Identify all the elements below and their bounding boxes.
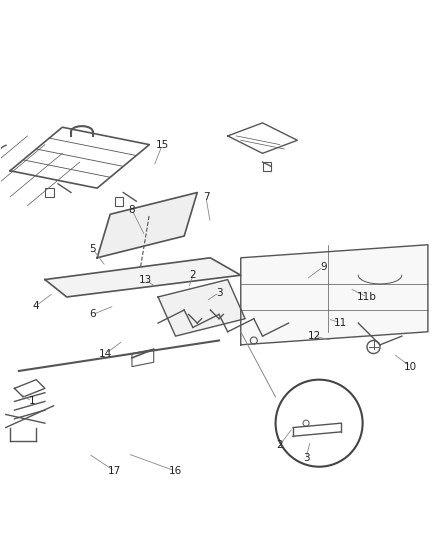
Text: 5: 5	[89, 244, 96, 254]
Polygon shape	[45, 258, 241, 297]
Text: 8: 8	[129, 205, 135, 215]
Text: 4: 4	[33, 301, 39, 311]
Text: 6: 6	[89, 309, 96, 319]
Text: 12: 12	[308, 331, 321, 341]
Text: 1: 1	[28, 397, 35, 407]
Text: 13: 13	[138, 274, 152, 285]
Text: 15: 15	[156, 140, 169, 150]
Text: 7: 7	[203, 192, 209, 202]
Polygon shape	[241, 245, 428, 345]
Polygon shape	[97, 192, 197, 258]
Text: 3: 3	[215, 288, 223, 297]
Text: 2: 2	[190, 270, 196, 280]
Text: 16: 16	[169, 466, 182, 476]
Text: 14: 14	[99, 349, 113, 359]
Text: 2: 2	[277, 440, 283, 450]
Polygon shape	[158, 279, 245, 336]
Text: 10: 10	[404, 361, 417, 372]
Text: 3: 3	[303, 453, 309, 463]
Text: 17: 17	[108, 466, 121, 476]
Text: 9: 9	[320, 262, 327, 271]
Text: 11b: 11b	[357, 292, 377, 302]
Text: 11: 11	[334, 318, 347, 328]
